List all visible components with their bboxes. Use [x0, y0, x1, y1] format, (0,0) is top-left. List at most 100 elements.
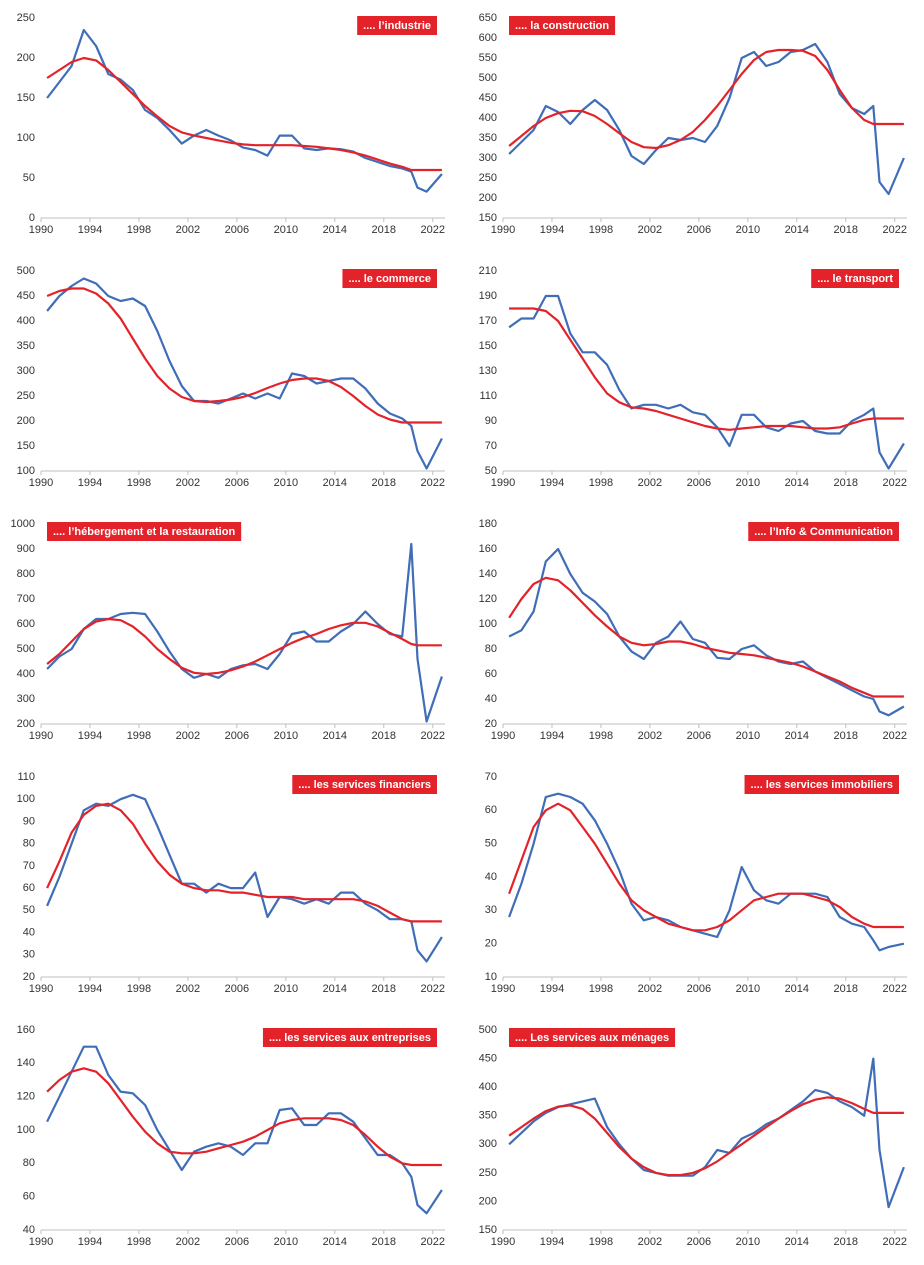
- x-tick-label: 1990: [491, 1236, 515, 1248]
- x-tick-label: 2014: [785, 1236, 809, 1248]
- x-tick-label: 2010: [736, 730, 760, 742]
- series-line: [46, 793, 443, 963]
- y-tick-label: 50: [23, 904, 35, 916]
- x-tick-label: 2006: [687, 730, 711, 742]
- x-tick-label: 2010: [736, 983, 760, 995]
- title-box: [748, 522, 899, 541]
- x-tick-label: 2014: [785, 224, 809, 236]
- y-tick-label: 800: [17, 568, 35, 580]
- y-tick-label: 250: [479, 172, 497, 184]
- title-box: [262, 1028, 437, 1047]
- y-tick-label: 30: [485, 904, 497, 916]
- y-tick-label: 60: [23, 882, 35, 894]
- y-tick-label: 700: [17, 593, 35, 605]
- x-tick-label: 2006: [225, 224, 249, 236]
- x-tick-label: 2014: [323, 224, 347, 236]
- panel: 200 300 400 500 600 700 800 900 1000 1990 1994 1998…: [11, 518, 445, 742]
- y-tick-label: 120: [17, 1091, 35, 1103]
- y-tick-label: 200: [17, 718, 35, 730]
- title-box: [292, 775, 437, 794]
- x-tick-label: 1994: [540, 477, 564, 489]
- x-tick-label: 1994: [78, 1236, 102, 1248]
- chart-title: .... les services immobiliers: [751, 779, 893, 791]
- y-tick-label: 20: [23, 971, 35, 983]
- x-tick-label: 1994: [78, 224, 102, 236]
- title-box: [342, 269, 437, 288]
- x-tick-label: 1990: [29, 224, 53, 236]
- x-tick-label: 2002: [638, 983, 662, 995]
- x-tick-label: 2022: [421, 983, 445, 995]
- x-tick-label: 2014: [323, 477, 347, 489]
- x-tick-label: 1990: [491, 983, 515, 995]
- x-tick-label: 2006: [687, 477, 711, 489]
- x-tick-label: 2018: [834, 730, 858, 742]
- y-tick-label: 200: [479, 192, 497, 204]
- x-tick-label: 2022: [421, 1236, 445, 1248]
- series-line: [46, 28, 443, 193]
- x-tick-label: 2006: [687, 1236, 711, 1248]
- x-tick-label: 2014: [323, 983, 347, 995]
- panel: 10 20 30 40 50 60 70 1990 1994 1998 2002 2006 2010 20…: [485, 771, 907, 995]
- y-tick-label: 180: [479, 518, 497, 530]
- y-tick-label: 70: [485, 440, 497, 452]
- y-tick-label: 170: [479, 315, 497, 327]
- y-tick-label: 210: [479, 265, 497, 277]
- y-tick-label: 450: [479, 1052, 497, 1064]
- x-tick-label: 2018: [372, 983, 396, 995]
- y-tick-label: 100: [17, 1124, 35, 1136]
- chart-title: .... l’hébergement et la restauration: [53, 526, 235, 538]
- title-box: [744, 775, 899, 794]
- x-tick-label: 2022: [883, 224, 907, 236]
- x-tick-label: 2018: [372, 1236, 396, 1248]
- x-tick-label: 2022: [883, 477, 907, 489]
- y-tick-label: 100: [17, 793, 35, 805]
- y-tick-label: 60: [485, 804, 497, 816]
- y-tick-label: 50: [485, 465, 497, 477]
- y-tick-label: 140: [17, 1057, 35, 1069]
- y-tick-label: 90: [485, 415, 497, 427]
- y-tick-label: 20: [485, 938, 497, 950]
- x-tick-label: 2010: [274, 983, 298, 995]
- y-tick-label: 20: [485, 718, 497, 730]
- series-line: [46, 277, 443, 470]
- y-tick-label: 190: [479, 290, 497, 302]
- x-tick-label: 2022: [883, 1236, 907, 1248]
- x-tick-label: 1990: [29, 1236, 53, 1248]
- x-tick-label: 2018: [372, 477, 396, 489]
- y-tick-label: 250: [479, 1167, 497, 1179]
- y-tick-label: 160: [17, 1024, 35, 1036]
- y-tick-label: 300: [17, 365, 35, 377]
- y-tick-label: 10: [485, 971, 497, 983]
- x-tick-label: 2006: [225, 1236, 249, 1248]
- x-tick-label: 2002: [638, 1236, 662, 1248]
- chart-title: .... les services financiers: [298, 779, 431, 791]
- chart-title: .... l’industrie: [363, 20, 431, 32]
- y-tick-label: 400: [479, 1081, 497, 1093]
- y-tick-label: 400: [479, 112, 497, 124]
- chart-title: .... l’Info & Communication: [754, 526, 893, 538]
- y-tick-label: 150: [479, 340, 497, 352]
- panel: 20 30 40 50 60 70 80 90 100 110 1990 1994 1998 2002 20…: [17, 771, 445, 995]
- x-tick-label: 1998: [589, 730, 613, 742]
- x-tick-label: 1990: [491, 224, 515, 236]
- x-tick-label: 2006: [225, 477, 249, 489]
- x-tick-label: 1998: [127, 983, 151, 995]
- y-tick-label: 70: [485, 771, 497, 783]
- y-tick-label: 70: [23, 860, 35, 872]
- series-line: [508, 576, 904, 698]
- title-box: [47, 522, 242, 541]
- y-tick-label: 300: [17, 693, 35, 705]
- y-tick-label: 900: [17, 543, 35, 555]
- x-tick-label: 2014: [323, 1236, 347, 1248]
- x-tick-label: 2022: [883, 730, 907, 742]
- x-tick-label: 1998: [589, 477, 613, 489]
- y-tick-label: 80: [23, 1157, 35, 1169]
- y-tick-label: 500: [479, 1024, 497, 1036]
- series-line: [46, 1067, 442, 1167]
- y-tick-label: 150: [17, 92, 35, 104]
- x-tick-label: 2002: [638, 477, 662, 489]
- y-tick-label: 100: [17, 465, 35, 477]
- y-tick-label: 1000: [11, 518, 35, 530]
- x-tick-label: 2002: [176, 1236, 200, 1248]
